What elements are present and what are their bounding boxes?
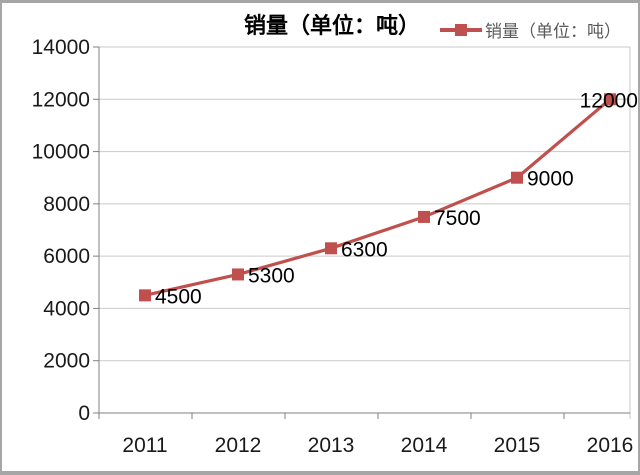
x-axis-label: 2014: [401, 434, 448, 457]
data-label: 4500: [155, 285, 202, 308]
data-label: 7500: [434, 207, 481, 230]
data-point-marker: [325, 242, 337, 255]
y-axis-label: 6000: [43, 245, 90, 268]
y-axis-label: 0: [78, 402, 90, 425]
line-chart-plot-area: 0 2000 4000 6000 8000 10000 12000 14000 2011 2012…: [32, 36, 638, 457]
x-axis-label: 2012: [215, 434, 262, 457]
data-point-marker: [232, 268, 244, 281]
chart-title: 销量（单位：吨）: [243, 13, 421, 38]
x-axis-label: 2015: [494, 434, 541, 457]
data-label: 9000: [527, 168, 574, 191]
series-line: [144, 98, 612, 297]
data-point-marker: [139, 289, 151, 302]
y-axis-label: 2000: [43, 350, 90, 373]
x-axis-label: 2016: [587, 434, 634, 457]
y-axis-label: 10000: [32, 141, 90, 164]
data-label: 5300: [248, 264, 295, 287]
legend-line-square-icon: [440, 23, 482, 37]
y-axis-label: 14000: [32, 36, 90, 59]
data-point-marker: [418, 210, 430, 223]
legend-square-marker: [455, 23, 467, 36]
legend-label: 销量（单位：吨）: [485, 22, 621, 41]
data-label: 6300: [341, 238, 388, 261]
y-axis-label: 8000: [43, 193, 90, 216]
x-axis-label: 2011: [122, 434, 167, 457]
data-point-marker: [604, 93, 616, 106]
y-axis-label: 4000: [43, 297, 90, 320]
data-label: 12000: [580, 89, 638, 112]
legend: 销量（单位：吨）: [440, 17, 621, 42]
x-axis-label: 2013: [308, 434, 355, 457]
data-point-marker: [511, 171, 523, 184]
y-axis-label: 12000: [32, 88, 90, 111]
